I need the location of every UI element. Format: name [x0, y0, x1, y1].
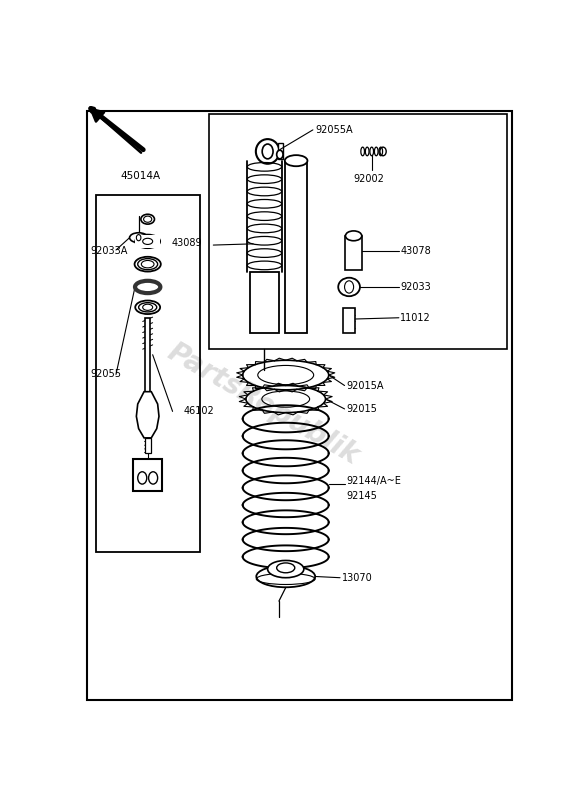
Ellipse shape [135, 281, 161, 293]
Text: 92145: 92145 [347, 491, 378, 502]
Text: 13070: 13070 [342, 573, 373, 582]
Ellipse shape [338, 278, 360, 296]
Text: 43078: 43078 [400, 246, 431, 256]
Circle shape [277, 150, 283, 159]
Text: 92002: 92002 [354, 174, 384, 184]
Bar [346, 236, 361, 270]
Text: 92055A: 92055A [315, 125, 353, 135]
Ellipse shape [135, 234, 160, 248]
Text: 43089: 43089 [171, 238, 202, 248]
Bar [343, 308, 356, 333]
Bar [144, 438, 151, 454]
Ellipse shape [142, 304, 152, 310]
Circle shape [262, 144, 273, 159]
Circle shape [345, 281, 354, 293]
Bar [133, 459, 162, 491]
Ellipse shape [134, 257, 161, 271]
Bar [249, 271, 279, 333]
Ellipse shape [142, 238, 152, 245]
Ellipse shape [267, 561, 304, 578]
Text: PartsRepublik: PartsRepublik [162, 338, 364, 470]
Ellipse shape [256, 139, 279, 164]
Ellipse shape [135, 301, 160, 314]
Ellipse shape [138, 302, 157, 312]
Ellipse shape [144, 216, 152, 222]
Text: 92015: 92015 [347, 404, 378, 414]
Ellipse shape [138, 258, 158, 270]
Ellipse shape [285, 155, 307, 166]
Ellipse shape [277, 563, 295, 573]
Bar [96, 194, 200, 552]
Ellipse shape [141, 214, 154, 224]
Circle shape [148, 472, 158, 484]
Circle shape [136, 234, 141, 241]
Ellipse shape [130, 233, 148, 242]
Bar [285, 161, 307, 333]
Ellipse shape [141, 261, 154, 268]
Text: 92033A: 92033A [90, 246, 127, 256]
Text: 46102: 46102 [184, 406, 215, 416]
Polygon shape [136, 392, 159, 438]
Text: 92033: 92033 [400, 282, 431, 292]
Bar [277, 143, 283, 159]
Text: 92015A: 92015A [347, 381, 384, 390]
Text: 92055: 92055 [90, 370, 121, 379]
Text: 11012: 11012 [400, 313, 431, 322]
Bar [209, 114, 507, 349]
Ellipse shape [138, 237, 157, 246]
Bar [145, 318, 151, 392]
Text: 45014A: 45014A [120, 171, 161, 181]
Ellipse shape [346, 231, 361, 241]
Bar [135, 234, 160, 248]
Circle shape [138, 472, 147, 484]
Text: 92144/A~E: 92144/A~E [347, 476, 402, 486]
Ellipse shape [256, 566, 315, 587]
